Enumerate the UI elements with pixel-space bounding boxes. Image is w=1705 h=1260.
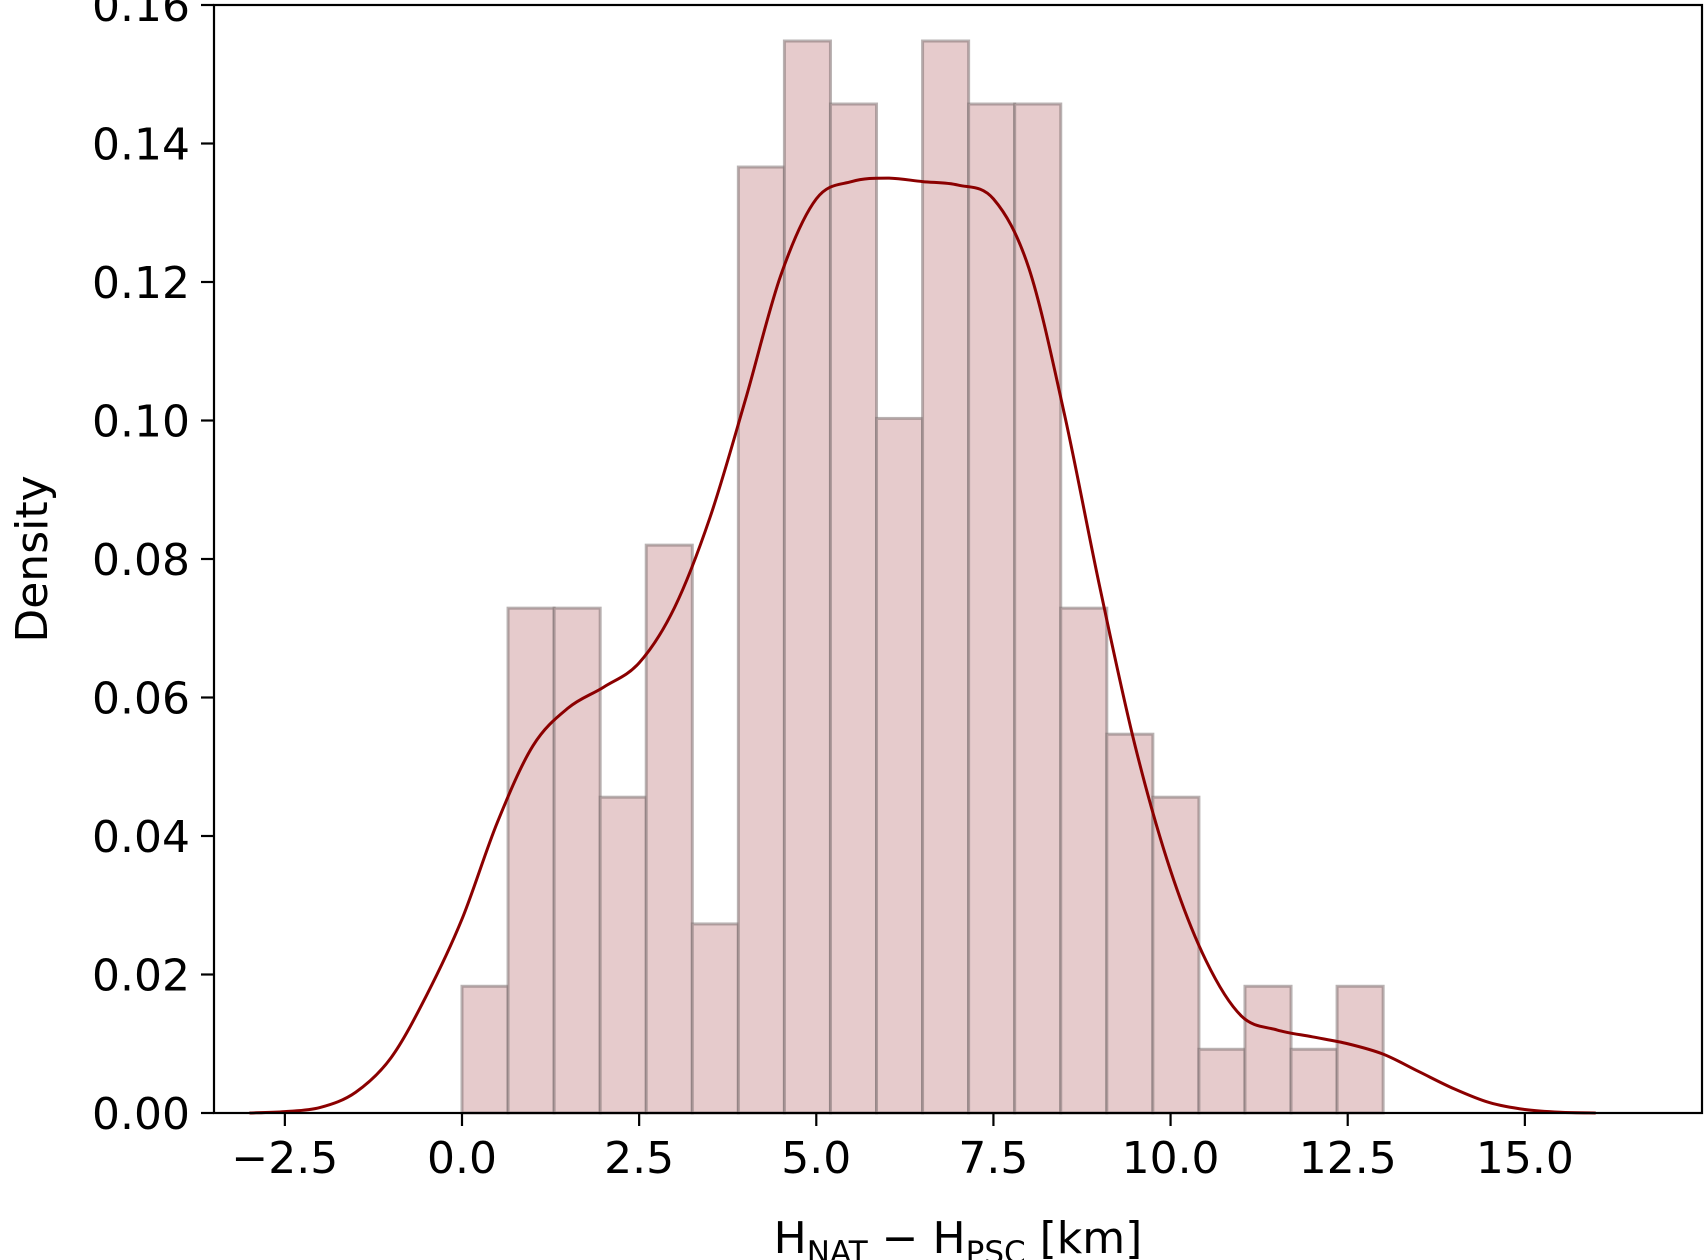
histogram-bar [782,39,832,1115]
x-axis-ticks: −2.5 0.0 2.5 5.0 7.5 10.0 12.5 15.0 [231,1113,1574,1184]
y-tick-label: 0.04 [92,812,190,863]
histogram-bar [967,102,1017,1115]
y-axis-label: Density [7,475,58,642]
histogram-bar [1335,984,1385,1115]
y-tick-label: 0.00 [92,1089,190,1140]
x-tick-label: 15.0 [1476,1133,1574,1184]
histogram-bar [736,165,786,1115]
y-tick-label: 0.12 [92,258,190,309]
x-tick-label: 5.0 [781,1133,851,1184]
y-tick-label: 0.10 [92,397,190,448]
y-tick-label: 0.02 [92,951,190,1002]
x-tick-label: −2.5 [231,1133,338,1184]
y-tick-label: 0.14 [92,120,190,171]
histogram-bar [1013,102,1063,1115]
x-axis-label: HNAT − HPSC [km] [774,1213,1143,1260]
histogram-bar [1243,984,1293,1115]
y-axis-ticks: 0.00 0.02 0.04 0.06 0.08 0.10 0.12 0.14 0.16 [92,0,214,1140]
histogram-bar [828,102,879,1115]
histogram-bar [552,606,602,1115]
x-tick-label: 12.5 [1299,1133,1397,1184]
y-tick-label: 0.16 [92,0,190,32]
histogram-bar [1197,1047,1247,1115]
histogram-bar [921,39,971,1115]
histogram-bar [460,984,510,1115]
histogram-bar [875,416,925,1115]
histogram-bar [1289,1047,1339,1115]
histogram-bar [1151,795,1201,1115]
y-tick-label: 0.08 [92,535,190,586]
histogram-bar [644,543,694,1115]
x-tick-label: 0.0 [427,1133,497,1184]
y-tick-label: 0.06 [92,674,190,725]
histogram-bars [460,39,1385,1115]
histogram-bar [690,922,740,1115]
histogram-bar [598,795,648,1115]
kde-curve [249,176,1596,1115]
x-tick-label: 7.5 [958,1133,1028,1184]
histogram-bar [1105,732,1155,1115]
histogram-bar [506,606,556,1115]
x-tick-label: 2.5 [604,1133,674,1184]
histogram-bar [1059,606,1109,1115]
x-tick-label: 10.0 [1122,1133,1220,1184]
